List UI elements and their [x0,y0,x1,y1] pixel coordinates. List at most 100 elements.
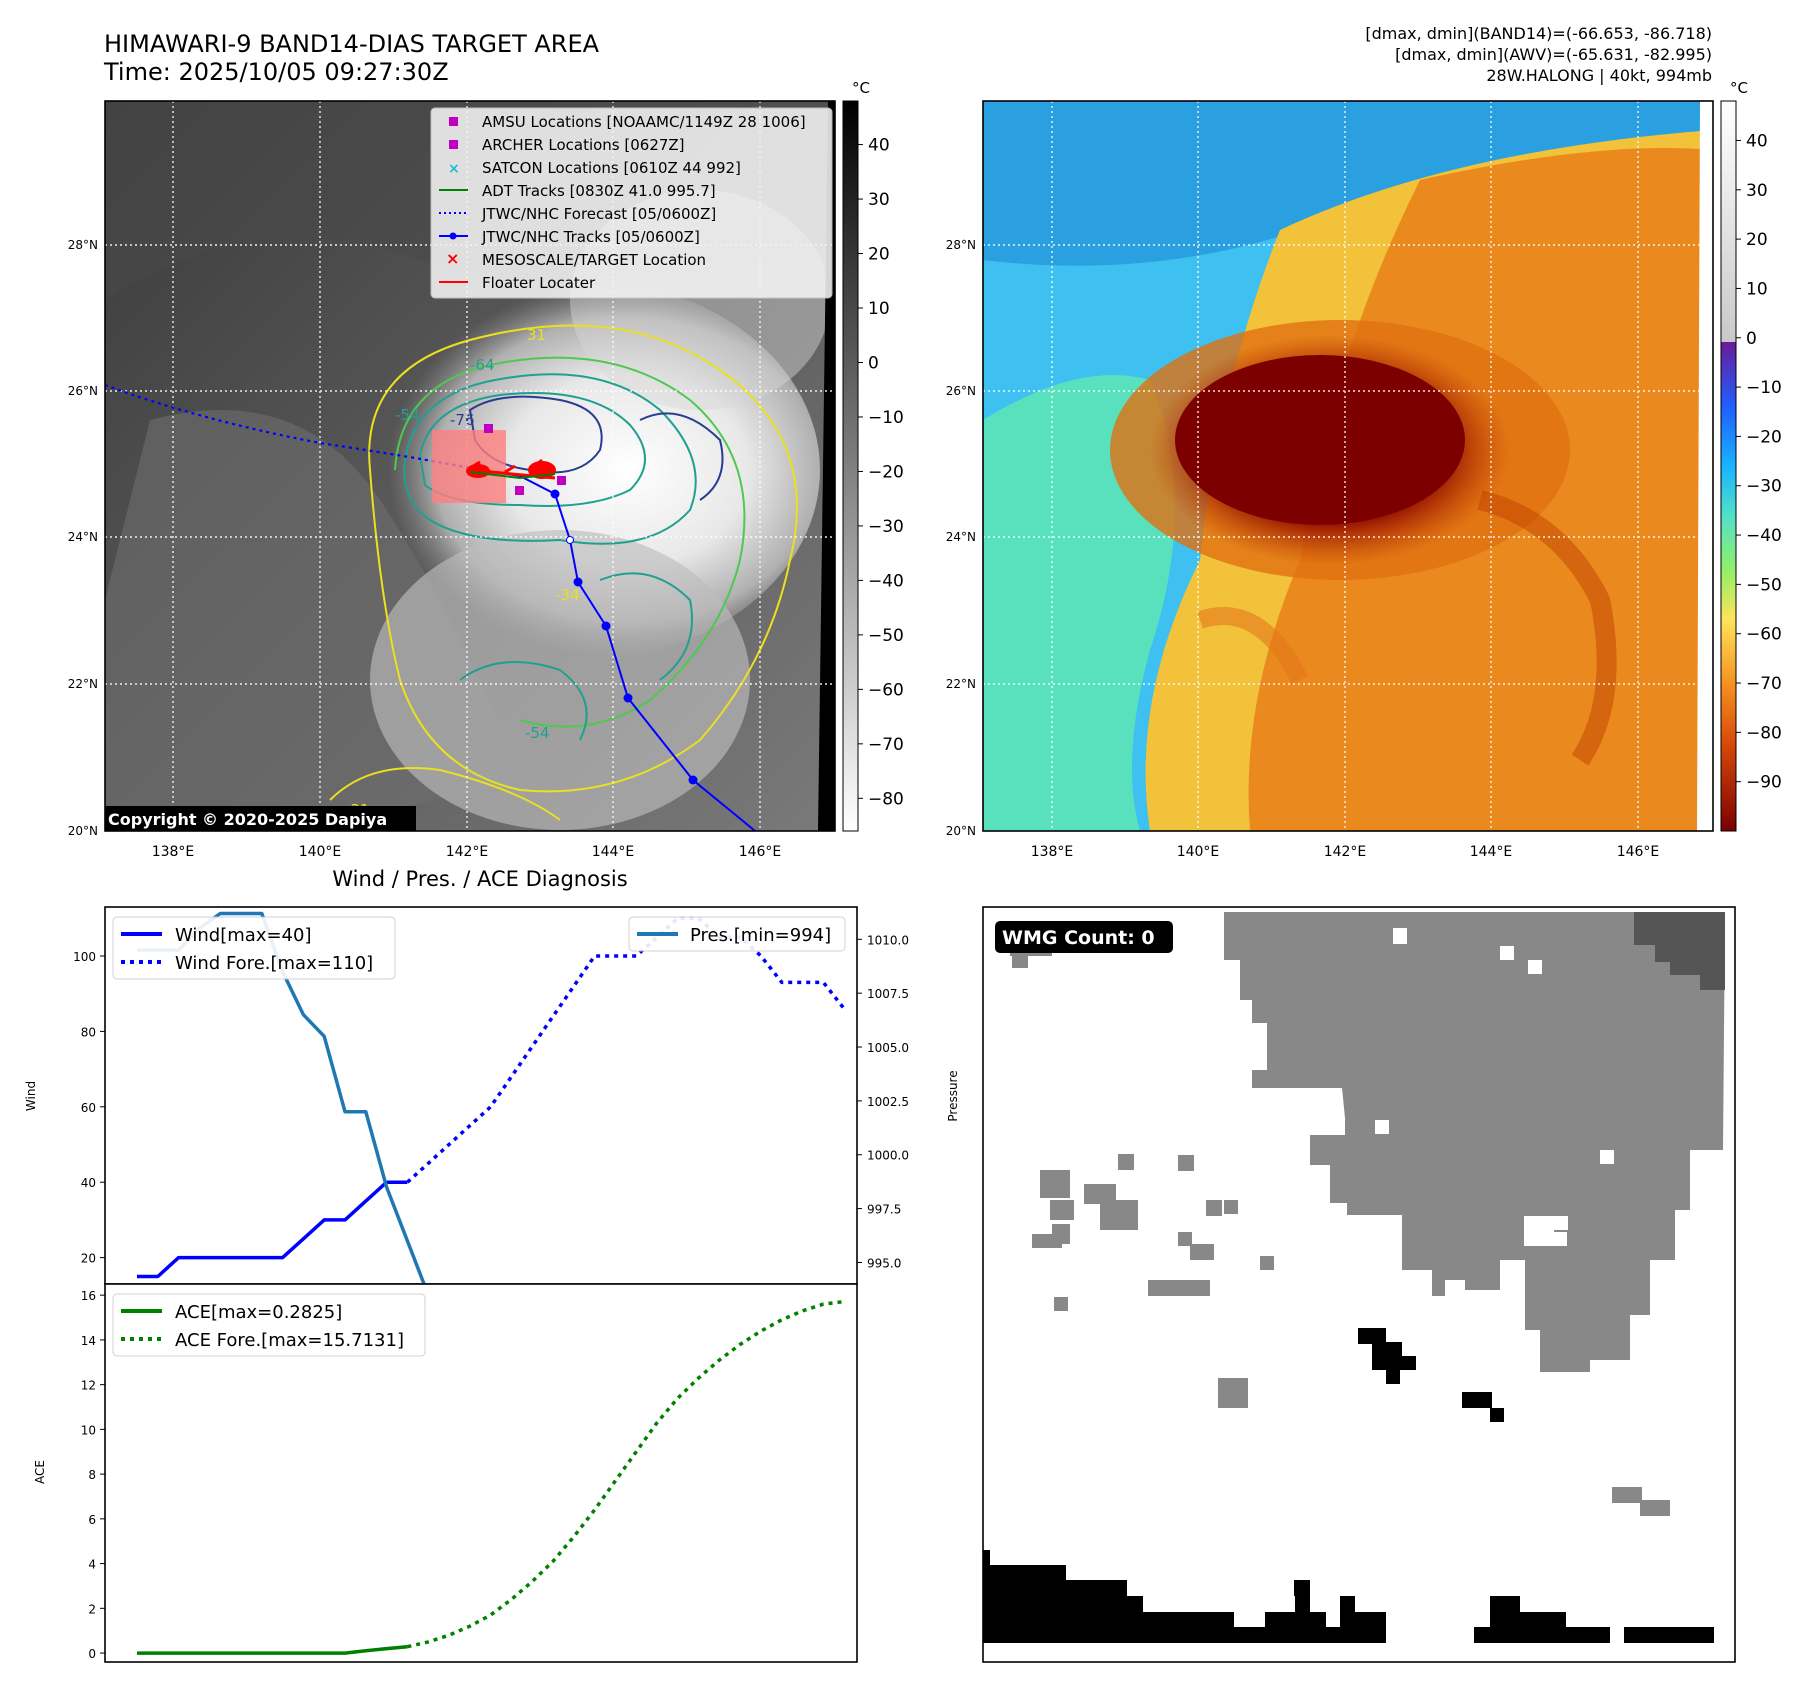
ace-chart: ACE 0 2 4 6 8 10 12 14 16 ACE[max=0.2825] ACE Fo… [33,1283,858,1663]
axis-tick-label: 1010.0 [867,933,909,947]
ir-lat-labels: 28°N 26°N 24°N 22°N 20°N [68,238,98,838]
contour-label: -34 [555,586,580,604]
awv-lon-labels: 138°E 140°E 142°E 144°E 146°E [1031,844,1660,860]
colorbar-tick-label: 30 [868,190,890,210]
colorbar-tick-label: −50 [1746,575,1782,595]
colorbar-tick-label: −40 [868,571,904,591]
axis-tick-label: 1007.5 [867,987,909,1001]
legend-label: Wind Fore.[max=110] [175,953,373,974]
colorbar-tick-label: −40 [1746,526,1782,546]
axis-tick-label: 16 [81,1289,96,1303]
copyright-label: Copyright © 2020-2025 Dapiya [108,810,387,829]
legend-label: Pres.[min=994] [690,925,831,946]
colorbar-tick-label: −60 [868,680,904,700]
colorbar-tick-label: −20 [1746,427,1782,447]
legend-label: ADT Tracks [0830Z 41.0 995.7] [482,182,716,200]
axis-tick-label: 40 [81,1176,96,1190]
lon-label: 144°E [1470,844,1513,860]
axis-tick-label: 1000.0 [867,1149,909,1163]
colorbar-tick-label: −30 [1746,477,1782,497]
legend-label: JTWC/NHC Forecast [05/0600Z] [481,205,716,223]
legend-label: ACE[max=0.2825] [175,1302,342,1323]
wind-series-line [137,1180,408,1279]
lat-label: 20°N [946,824,976,838]
lat-label: 28°N [946,238,976,252]
lon-label: 140°E [299,844,342,860]
lon-label: 140°E [1177,844,1220,860]
colorbar-tick-label: −90 [1746,773,1782,793]
lat-label: 24°N [946,530,976,544]
colorbar-tick-label: −70 [868,735,904,755]
ir-colorbar: °C 40 30 20 10 0 −10 −20 −30 −40 −50 −60 −70 −80 [842,79,904,832]
map-legend: × × AMSU Locations [NOAAMC/1149Z 28 1006… [430,107,833,299]
info-band14: [dmax, dmin](BAND14)=(-66.653, -86.718) [1365,24,1712,43]
lon-label: 144°E [592,844,635,860]
axis-tick-label: 6 [88,1513,96,1527]
figure-time: Time: 2025/10/05 09:27:30Z [103,58,449,86]
legend-label: Wind[max=40] [175,925,312,946]
colorbar-tick-label: −70 [1746,674,1782,694]
lat-label: 28°N [68,238,98,252]
wind-legend: Wind[max=40] Wind Fore.[max=110] [112,916,396,980]
ir-lon-labels: 138°E 140°E 142°E 144°E 146°E [152,844,782,860]
awv-colorbar: °C 40 30 20 10 0 −10 −20 −30 −40 −50 −60 −70 −80 −90 [1720,79,1782,832]
axis-tick-label: 1005.0 [867,1041,909,1055]
colorbar-tick-label: −10 [868,408,904,428]
figure-title: HIMAWARI-9 BAND14-DIAS TARGET AREA [104,30,600,58]
colorbar-tick-label: 30 [1746,181,1768,201]
wmg-panel: WMG Count: 0 [982,906,1736,1663]
colorbar-tick-label: 20 [1746,230,1768,250]
lat-label: 26°N [946,384,976,398]
lon-label: 138°E [152,844,195,860]
axis-tick-label: 12 [81,1379,96,1393]
wind-pressure-chart: Wind Pressure 20 40 60 80 100 995.0 997.5 1000… [24,906,960,1296]
wmg-black-mask [983,1328,1714,1643]
svg-text:×: × [448,161,460,177]
colorbar-tick-label: 10 [1746,279,1768,299]
pressure-axis-label: Pressure [946,1070,960,1121]
axis-tick-label: 10 [81,1423,96,1437]
legend-label: AMSU Locations [NOAAMC/1149Z 28 1006] [482,113,806,131]
axis-tick-label: 14 [81,1334,96,1348]
lat-label: 22°N [68,677,98,691]
axis-tick-label: 1002.5 [867,1095,909,1109]
colorbar-tick-label: −80 [1746,723,1782,743]
contour-label: -54 [395,406,420,424]
colorbar-tick-label: −50 [868,626,904,646]
colorbar-tick-label: 0 [868,353,879,373]
colorbar-tick-label: 0 [1746,329,1757,349]
lon-label: 138°E [1031,844,1074,860]
legend-marker: × × [439,117,468,283]
legend-label: Floater Locater [482,274,596,292]
awv-colorbar-unit: °C [1730,79,1748,97]
ace-series-line [137,1644,408,1655]
colorbar-tick-label: 40 [868,136,890,156]
ir-colorbar-unit: °C [852,79,870,97]
info-storm: 28W.HALONG | 40kt, 994mb [1486,66,1712,85]
lat-label: 20°N [68,824,98,838]
axis-tick-label: 20 [81,1252,96,1266]
lat-label: 26°N [68,384,98,398]
ace-legend: ACE[max=0.2825] ACE Fore.[max=15.7131] [112,1293,426,1357]
colorbar-tick-label: −10 [1746,378,1782,398]
legend-label: ARCHER Locations [0627Z] [482,136,685,154]
lon-label: 142°E [446,844,489,860]
pressure-legend: Pres.[min=994] [628,916,846,952]
legend-label: MESOSCALE/TARGET Location [482,251,706,269]
axis-tick-label: 80 [81,1025,96,1039]
axis-tick-label: 8 [88,1468,96,1482]
axis-tick-label: 995.0 [867,1256,901,1270]
axis-tick-label: 100 [73,950,96,964]
wind-forecast-line [406,916,846,1184]
contour-label: -54 [525,724,550,742]
awv-lat-labels: 28°N 26°N 24°N 22°N 20°N [946,238,976,838]
ir-map-panel: 31 -64 -54 -76 -34 -54 -31 [104,100,836,832]
colorbar-tick-label: −80 [868,789,904,809]
colorbar-tick-label: −60 [1746,625,1782,645]
colorbar-tick-label: 10 [868,299,890,319]
colorbar-tick-label: 20 [868,245,890,265]
ace-axis-label: ACE [33,1460,47,1484]
diagnosis-title: Wind / Pres. / ACE Diagnosis [332,867,627,891]
lon-label: 146°E [1617,844,1660,860]
